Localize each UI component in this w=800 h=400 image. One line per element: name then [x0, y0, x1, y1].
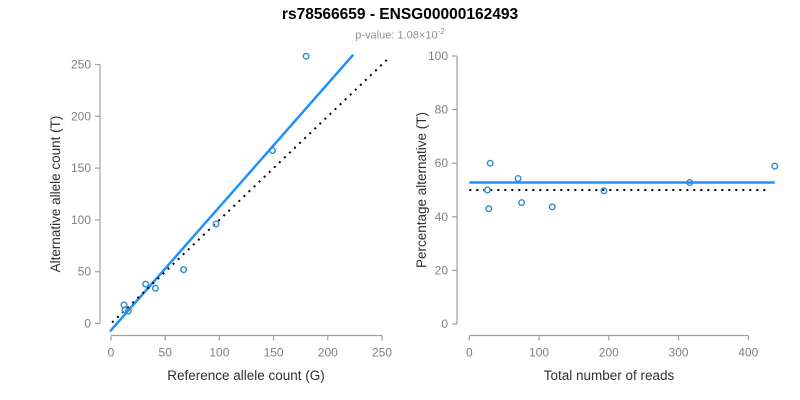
right-y-axis-title: Percentage alternative (T) — [414, 111, 429, 269]
data-point — [483, 186, 491, 194]
pvalue-exponent: -2 — [437, 27, 445, 36]
data-point — [486, 159, 494, 167]
y-tick-label: 100 — [428, 49, 448, 63]
data-point — [686, 178, 694, 186]
y-tick-label: 0 — [441, 317, 448, 331]
x-tick-label: 200 — [318, 346, 338, 360]
identity-line — [111, 56, 391, 324]
data-point — [485, 205, 493, 213]
x-tick-label: 400 — [738, 346, 758, 360]
x-tick-label: 50 — [159, 346, 173, 360]
data-point — [514, 174, 522, 182]
data-point — [600, 187, 608, 195]
y-tick-label: 250 — [71, 58, 91, 72]
pvalue-mantissa: 1.08 — [397, 29, 419, 42]
data-point — [212, 220, 220, 228]
left-x-axis-title: Reference allele count (G) — [167, 368, 325, 383]
data-point — [771, 162, 779, 170]
x-tick-label: 250 — [372, 346, 392, 360]
pvalue-times-sign: × — [418, 29, 426, 42]
x-tick-label: 300 — [669, 346, 689, 360]
y-tick-label: 60 — [435, 156, 449, 170]
x-tick-label: 150 — [264, 346, 284, 360]
y-tick-label: 80 — [435, 103, 449, 117]
x-tick-label: 0 — [466, 346, 473, 360]
x-tick-label: 200 — [599, 346, 619, 360]
y-tick-label: 40 — [435, 210, 449, 224]
y-tick-label: 200 — [71, 109, 91, 123]
data-point — [302, 52, 310, 60]
y-tick-label: 150 — [71, 161, 91, 175]
fit-line — [108, 53, 355, 333]
y-tick-label: 0 — [84, 317, 91, 331]
data-point — [151, 284, 159, 292]
pvalue-base: 10 — [425, 29, 438, 42]
data-point — [142, 280, 150, 288]
y-tick-label: 20 — [435, 263, 449, 277]
y-tick-label: 50 — [78, 265, 92, 279]
data-point — [121, 306, 129, 314]
pvalue-prefix: p-value: — [355, 29, 398, 42]
data-point — [180, 266, 188, 274]
x-tick-label: 100 — [529, 346, 549, 360]
y-tick-label: 100 — [71, 213, 91, 227]
data-point — [124, 307, 132, 315]
right-x-axis-title: Total number of reads — [543, 368, 675, 383]
x-tick-label: 100 — [209, 346, 229, 360]
figure-subtitle: p-value: 1.08×10-2 — [0, 27, 800, 42]
data-point — [548, 203, 556, 211]
x-tick-label: 0 — [108, 346, 115, 360]
left-y-axis-title: Alternative allele count (T) — [48, 115, 63, 273]
data-point — [269, 146, 277, 154]
data-point — [518, 199, 526, 207]
figure-title: rs78566659 - ENSG00000162493 — [281, 6, 519, 23]
